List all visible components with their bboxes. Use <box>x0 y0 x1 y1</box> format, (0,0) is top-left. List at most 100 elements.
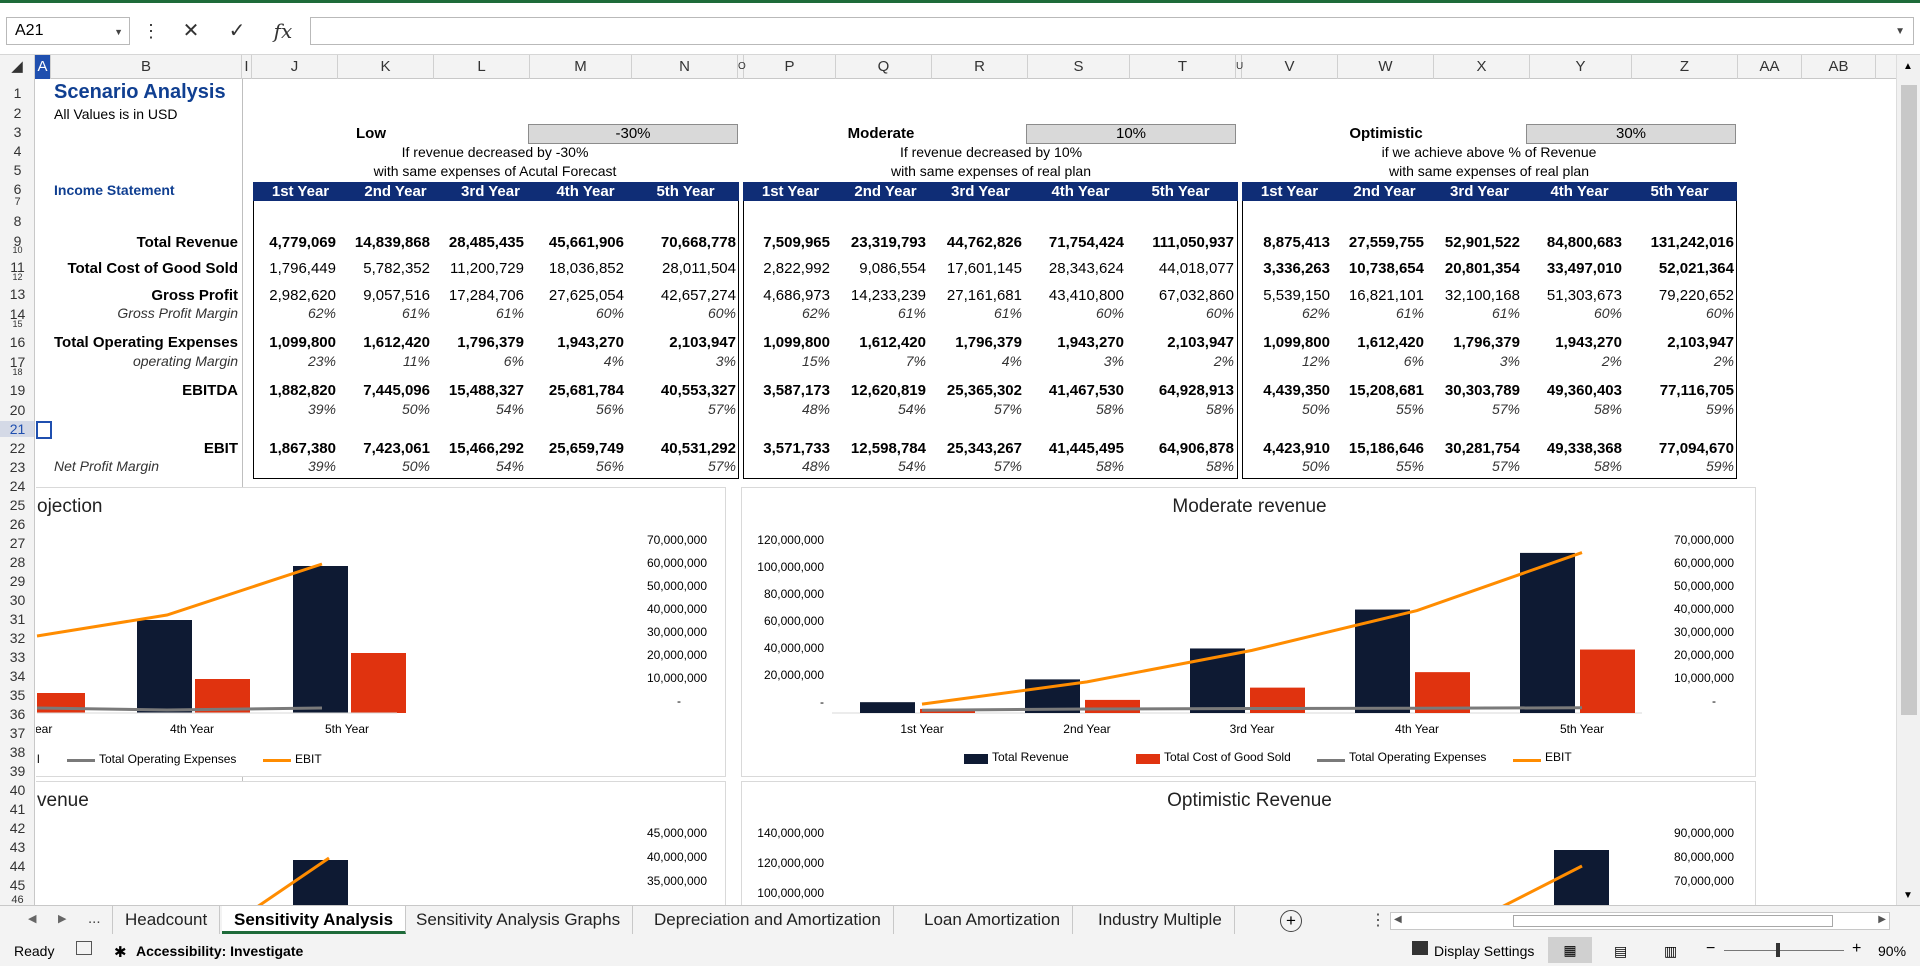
row-header[interactable]: 28 <box>9 554 26 570</box>
low-gross-margin-cell[interactable]: 60% <box>707 305 736 321</box>
vertical-scrollbar[interactable]: ▲ ▼ <box>1896 55 1920 905</box>
moderate-ebitda-cell[interactable]: 12,620,819 <box>850 382 926 399</box>
optimistic-opex-cell[interactable]: 1,796,379 <box>1453 334 1520 351</box>
low-net-margin-cell[interactable]: 39% <box>307 458 336 474</box>
moderate-op-margin-cell[interactable]: 4% <box>1001 353 1022 369</box>
low-opex-cell[interactable]: 1,796,379 <box>457 334 524 351</box>
column-header-w[interactable]: W <box>1338 55 1434 79</box>
moderate-ebitda-margin-cell[interactable]: 58% <box>1205 401 1234 417</box>
column-header-p[interactable]: P <box>744 55 836 79</box>
low-cogs-cell[interactable]: 11,200,729 <box>450 260 524 277</box>
low-ebit-cell[interactable]: 7,423,061 <box>363 440 430 457</box>
moderate-cogs-cell[interactable]: 44,018,077 <box>1158 260 1234 277</box>
moderate-ebit-cell[interactable]: 64,906,878 <box>1158 440 1234 457</box>
moderate-opex-cell[interactable]: 1,612,420 <box>859 334 926 351</box>
row-header[interactable]: 3 <box>13 124 22 140</box>
row-header[interactable]: 34 <box>9 668 26 684</box>
moderate-gross-profit-cell[interactable]: 43,410,800 <box>1048 287 1124 304</box>
moderate-ebitda-margin-cell[interactable]: 54% <box>897 401 926 417</box>
low-total-revenue-cell[interactable]: 45,661,906 <box>548 234 624 251</box>
low-gross-profit-cell[interactable]: 17,284,706 <box>448 287 524 304</box>
moderate-ebitda-cell[interactable]: 64,928,913 <box>1158 382 1234 399</box>
low-net-margin-cell[interactable]: 50% <box>401 458 430 474</box>
tab-loan-amortization[interactable]: Loan Amortization <box>912 906 1074 934</box>
moderate-gross-profit-cell[interactable]: 67,032,860 <box>1158 287 1234 304</box>
moderate-ebit-cell[interactable]: 12,598,784 <box>850 440 926 457</box>
zoom-out-icon[interactable]: − <box>1706 940 1716 957</box>
row-header[interactable]: 20 <box>9 402 26 418</box>
low-ebitda-margin-cell[interactable]: 56% <box>595 401 624 417</box>
row-header[interactable]: 26 <box>9 516 26 532</box>
row-header[interactable]: 16 <box>9 334 26 350</box>
column-header-z[interactable]: Z <box>1632 55 1738 79</box>
optimistic-ebitda-cell[interactable]: 4,439,350 <box>1263 382 1330 399</box>
page-break-icon[interactable]: ▥ <box>1664 943 1678 959</box>
moderate-net-margin-cell[interactable]: 48% <box>801 458 830 474</box>
macro-record-icon[interactable] <box>76 941 92 955</box>
moderate-opex-cell[interactable]: 1,099,800 <box>763 334 830 351</box>
zoom-slider[interactable] <box>1724 950 1844 951</box>
moderate-total-revenue-cell[interactable]: 7,509,965 <box>763 234 830 251</box>
chevron-down-icon[interactable]: ▼ <box>114 27 123 37</box>
optimistic-op-margin-cell[interactable]: 2% <box>1713 353 1734 369</box>
row-header[interactable]: 2 <box>13 105 22 121</box>
column-header-k[interactable]: K <box>338 55 434 79</box>
display-settings[interactable]: Display Settings <box>1434 943 1535 959</box>
row-header[interactable]: 33 <box>9 649 26 665</box>
optimistic-gross-profit-cell[interactable]: 16,821,101 <box>1348 287 1424 304</box>
low-total-revenue-cell[interactable]: 4,779,069 <box>269 234 336 251</box>
optimistic-opex-cell[interactable]: 2,103,947 <box>1667 334 1734 351</box>
zoom-slider-thumb[interactable] <box>1776 943 1780 957</box>
low-opex-cell[interactable]: 1,612,420 <box>363 334 430 351</box>
low-gross-margin-cell[interactable]: 60% <box>595 305 624 321</box>
row-header[interactable]: 12 <box>12 272 23 282</box>
moderate-cogs-cell[interactable]: 28,343,624 <box>1048 260 1124 277</box>
row-header[interactable]: 27 <box>9 535 26 551</box>
column-header-n[interactable]: N <box>632 55 738 79</box>
tab-depreciation-amortization[interactable]: Depreciation and Amortization <box>642 906 894 934</box>
low-gross-profit-cell[interactable]: 27,625,054 <box>548 287 624 304</box>
tab-headcount[interactable]: Headcount <box>112 906 221 934</box>
row-header[interactable]: 45 <box>9 877 26 893</box>
moderate-op-margin-cell[interactable]: 7% <box>905 353 926 369</box>
row-header[interactable]: 5 <box>13 162 22 178</box>
select-all-corner[interactable]: ◢ <box>0 55 35 79</box>
row-header[interactable]: 40 <box>9 782 26 798</box>
moderate-ebitda-cell[interactable]: 3,587,173 <box>763 382 830 399</box>
zoom-level[interactable]: 90% <box>1878 943 1907 959</box>
scenario-moderate-pct[interactable]: 10% <box>1026 124 1236 144</box>
moderate-total-revenue-cell[interactable]: 71,754,424 <box>1048 234 1124 251</box>
low-gross-margin-cell[interactable]: 62% <box>307 305 336 321</box>
optimistic-ebitda-margin-cell[interactable]: 57% <box>1491 401 1520 417</box>
tab-options-icon[interactable]: ⋮ <box>1370 912 1386 929</box>
low-opex-cell[interactable]: 1,943,270 <box>557 334 624 351</box>
moderate-net-margin-cell[interactable]: 54% <box>897 458 926 474</box>
scroll-up-icon[interactable]: ▲ <box>1903 61 1913 72</box>
moderate-ebit-cell[interactable]: 41,445,495 <box>1048 440 1124 457</box>
low-op-margin-cell[interactable]: 11% <box>403 353 430 369</box>
row-header[interactable]: 41 <box>9 801 26 817</box>
moderate-ebitda-margin-cell[interactable]: 57% <box>993 401 1022 417</box>
row-header[interactable]: 37 <box>9 725 26 741</box>
worksheet-grid[interactable]: Scenario Analysis All Values is in USD I… <box>36 79 1896 905</box>
scrollbar-thumb[interactable] <box>1901 85 1917 715</box>
column-header-ab[interactable]: AB <box>1802 55 1876 79</box>
prev-sheet-icon[interactable]: ◀ <box>28 913 37 925</box>
column-header-s[interactable]: S <box>1028 55 1130 79</box>
moderate-ebitda-margin-cell[interactable]: 58% <box>1095 401 1124 417</box>
row-header[interactable]: 31 <box>9 611 26 627</box>
formula-input[interactable]: ▼ <box>310 17 1914 45</box>
optimistic-gross-margin-cell[interactable]: 61% <box>1395 305 1424 321</box>
optimistic-cogs-cell[interactable]: 33,497,010 <box>1546 260 1622 277</box>
row-header[interactable]: 19 <box>9 382 26 398</box>
optimistic-ebit-cell[interactable]: 4,423,910 <box>1263 440 1330 457</box>
moderate-ebitda-margin-cell[interactable]: 48% <box>801 401 830 417</box>
moderate-opex-cell[interactable]: 1,796,379 <box>955 334 1022 351</box>
h-scrollbar-thumb[interactable] <box>1513 915 1833 927</box>
horizontal-scrollbar[interactable]: ◀ ▶ <box>1390 912 1890 930</box>
accessibility-status[interactable]: Accessibility: Investigate <box>136 943 304 959</box>
column-header-y[interactable]: Y <box>1530 55 1632 79</box>
optimistic-total-revenue-cell[interactable]: 131,242,016 <box>1650 234 1734 251</box>
row-header[interactable]: 4 <box>13 143 22 159</box>
moderate-gross-margin-cell[interactable]: 60% <box>1095 305 1124 321</box>
